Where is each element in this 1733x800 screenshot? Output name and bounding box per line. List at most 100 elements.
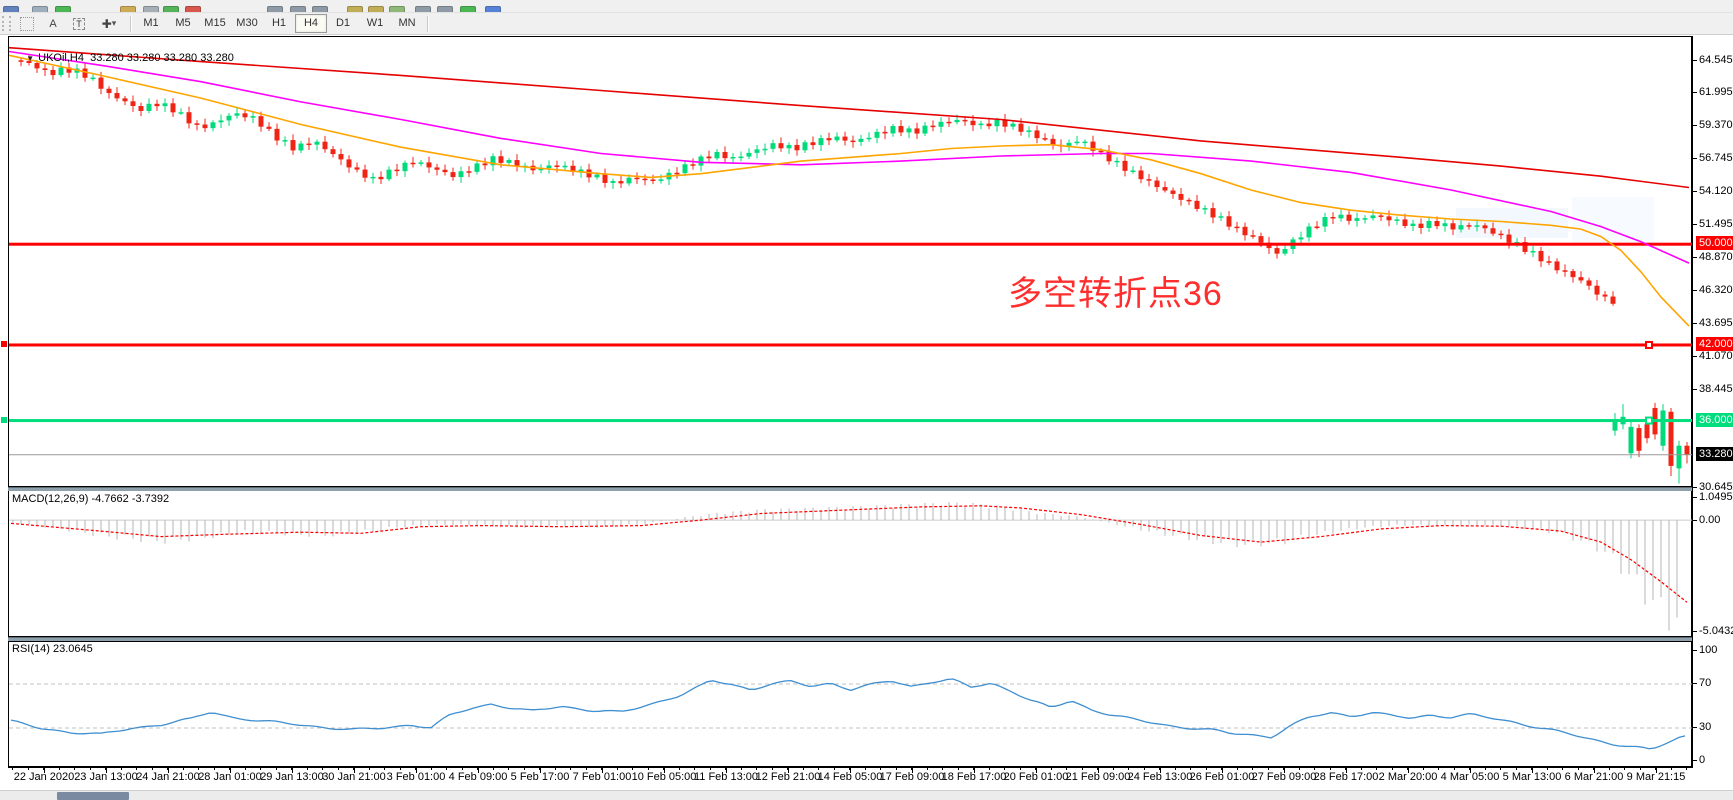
cursor-arrows-icon[interactable]: ✚ ▾ — [101, 16, 117, 31]
macd-tick-mark — [1693, 520, 1697, 521]
database-icon[interactable] — [143, 6, 159, 12]
price-tick-mark — [1693, 257, 1697, 258]
time-label: 6 Mar 21:00 — [1564, 771, 1624, 783]
price-tick-mark — [1693, 290, 1697, 291]
toolbar-gripper[interactable] — [2, 16, 11, 31]
symbol-title[interactable]: ▼ UKOil,H4 33.280 33.280 33.280 33.280 — [26, 52, 234, 64]
add-indicator-icon[interactable] — [55, 6, 71, 12]
price-tick-label: 38.445 — [1699, 383, 1733, 395]
grid-tool-icon[interactable] — [15, 14, 39, 33]
price-tick-mark — [1693, 487, 1697, 488]
main-chart-pane[interactable] — [8, 36, 1693, 488]
timeframe-button-h4[interactable]: H4 — [295, 14, 327, 33]
time-minor-tick — [648, 768, 649, 770]
time-minor-tick — [369, 768, 370, 770]
price-tick-label: 61.995 — [1699, 86, 1733, 98]
hline-42-left-handle[interactable] — [1, 340, 7, 347]
time-tick — [540, 768, 541, 773]
pencil2-icon[interactable] — [368, 6, 384, 12]
arrows-icon[interactable] — [415, 6, 431, 12]
macd-label: MACD(12,26,9) -4.7662 -3.7392 — [12, 493, 170, 505]
rsi-label: RSI(14) 23.0645 — [12, 643, 93, 655]
time-minor-tick — [1485, 768, 1486, 770]
time-tick — [602, 768, 603, 773]
rsi-pane[interactable] — [8, 641, 1693, 768]
time-minor-tick — [1113, 768, 1114, 770]
time-minor-tick — [1423, 768, 1424, 770]
time-minor-tick — [276, 768, 277, 770]
time-minor-tick — [508, 768, 509, 770]
time-label: 18 Feb 17:00 — [941, 771, 1007, 783]
time-label: 20 Feb 01:00 — [1003, 771, 1069, 783]
timeframe-button-d1[interactable]: D1 — [335, 17, 351, 29]
template-icon[interactable] — [120, 6, 136, 12]
time-label: 10 Feb 05:00 — [631, 771, 697, 783]
price-tick-label: 64.545 — [1699, 54, 1733, 66]
price-tick-mark — [1693, 125, 1697, 126]
time-tick — [1284, 768, 1285, 773]
macd-tick-label: 0.00 — [1699, 514, 1721, 526]
time-tick — [230, 768, 231, 773]
toolbar-separator-2 — [427, 15, 428, 32]
time-axis[interactable]: 22 Jan 2020 23 Jan 13:00 24 Jan 21:00 28 Ja… — [8, 767, 1692, 790]
time-minor-tick — [570, 768, 571, 770]
timeframe-button-h1[interactable]: H1 — [271, 17, 287, 29]
time-minor-tick — [1516, 768, 1517, 770]
time-minor-tick — [1035, 768, 1036, 770]
time-tick — [912, 768, 913, 773]
price-tick-mark — [1693, 356, 1697, 357]
arrows2-icon[interactable] — [437, 6, 453, 12]
time-minor-tick — [1407, 768, 1408, 770]
price-tick-label: 56.745 — [1699, 152, 1733, 164]
symbol-dropdown-icon[interactable]: ▼ — [26, 54, 35, 63]
autotrading-icon[interactable] — [163, 6, 179, 12]
time-minor-tick — [105, 768, 106, 770]
add-chart-icon[interactable] — [460, 6, 476, 12]
timeframe-button-m15[interactable]: M15 — [204, 17, 226, 29]
time-tick — [1222, 768, 1223, 773]
textbox-icon[interactable]: T — [67, 14, 91, 33]
timeframe-button-w1[interactable]: W1 — [366, 17, 384, 29]
rsi-canvas[interactable] — [9, 642, 1693, 768]
price-axis[interactable]: 64.545 61.995 59.370 56.745 54.120 51.495 48.8… — [1692, 36, 1733, 768]
time-minor-tick — [462, 768, 463, 770]
time-minor-tick — [586, 768, 587, 770]
price-tick-label: 51.495 — [1699, 218, 1733, 230]
new-order-icon[interactable] — [3, 6, 19, 12]
timeframe-button-m30[interactable]: M30 — [236, 17, 258, 29]
price-tick-mark — [1693, 158, 1697, 159]
time-tick — [1160, 768, 1161, 773]
stop-icon[interactable] — [185, 6, 201, 12]
main-chart-canvas[interactable] — [9, 37, 1693, 488]
pencil-icon[interactable] — [347, 6, 363, 12]
scrollbar-thumb[interactable] — [57, 792, 129, 800]
crosshair-icon[interactable] — [267, 6, 283, 12]
time-minor-tick — [927, 768, 928, 770]
macd-pane[interactable] — [8, 491, 1693, 637]
time-tick — [788, 768, 789, 773]
refresh-icon[interactable] — [485, 6, 501, 12]
annotation-text: 多空转折点36 — [1008, 275, 1223, 313]
secondary-toolbar: A T ✚ ▾ M1 M5 M15 M30 H1 H4 D1 W1 MN — [0, 13, 1733, 35]
time-minor-tick — [772, 768, 773, 770]
timeframe-button-m5[interactable]: M5 — [175, 17, 191, 29]
time-label: 4 Mar 05:00 — [1440, 771, 1500, 783]
zoom-icon[interactable] — [32, 6, 48, 12]
vline-icon[interactable] — [312, 6, 328, 12]
time-minor-tick — [694, 768, 695, 770]
time-label: 11 Feb 13:00 — [693, 771, 759, 783]
timeframe-button-mn[interactable]: MN — [398, 17, 416, 29]
timeframe-button-m1[interactable]: M1 — [143, 17, 159, 29]
macd-tick-label: 1.0495 — [1699, 491, 1733, 503]
rsi-tick-mark — [1693, 650, 1697, 651]
hline-icon[interactable] — [290, 6, 306, 12]
time-minor-tick — [1020, 768, 1021, 770]
time-minor-tick — [555, 768, 556, 770]
macd-canvas[interactable] — [9, 491, 1693, 637]
grid-table-icon[interactable] — [389, 6, 405, 12]
hline-36-left-handle[interactable] — [1, 416, 7, 423]
time-minor-tick — [973, 768, 974, 770]
time-minor-tick — [1376, 768, 1377, 770]
text-annotation-icon[interactable]: A — [49, 17, 57, 30]
time-label: 5 Mar 13:00 — [1502, 771, 1562, 783]
